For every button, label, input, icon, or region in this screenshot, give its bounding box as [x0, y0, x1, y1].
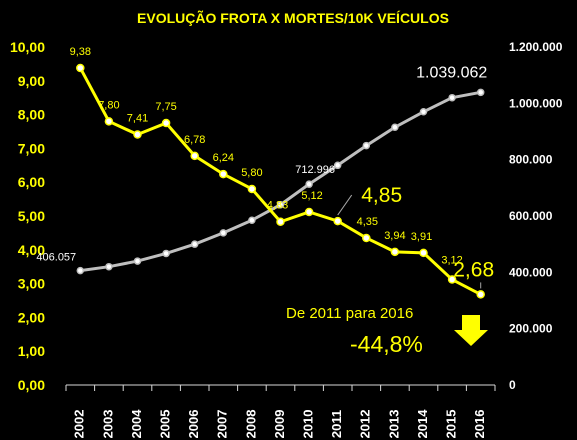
x-tick-label: 2010: [301, 410, 316, 439]
deaths-data-label: 7,80: [98, 99, 119, 111]
fleet-point: [105, 262, 113, 271]
axes: 2002 2003 2004 2005 2006 2007 2008 2009 2010 2011…: [10, 39, 563, 438]
fleet-point: [162, 249, 170, 258]
deaths-data-label: 6,78: [184, 134, 205, 146]
y-left-tick-label: 10,00: [10, 39, 45, 55]
x-tick-label: 2005: [158, 410, 173, 439]
fleet-point: [476, 88, 485, 97]
y-right-tick-label: 200.000: [509, 322, 553, 336]
fleet-point: [248, 216, 256, 224]
down-arrow-icon: [454, 315, 488, 346]
y-left-tick-label: 6,00: [18, 174, 45, 190]
fleet-point: [305, 180, 313, 188]
y-left-tick-label: 1,00: [18, 343, 45, 359]
fleet-data-label: 1.039.062: [416, 64, 487, 81]
fleet-point: [448, 93, 456, 102]
x-tick-label: 2006: [186, 410, 201, 439]
deaths-point: [76, 63, 85, 73]
deaths-data-label: 5,80: [241, 167, 262, 179]
x-tick-label: 2007: [215, 410, 230, 439]
x-tick-label: 2015: [444, 410, 459, 439]
deaths-point: [390, 247, 400, 257]
fleet-point: [276, 200, 285, 209]
y-left-tick-label: 7,00: [18, 140, 45, 156]
x-tick-label: 2016: [472, 410, 487, 439]
deaths-data-label: 3,91: [411, 231, 432, 243]
annotation-period: De 2011 para 2016: [286, 305, 413, 322]
x-tick-label: 2009: [272, 410, 287, 439]
y-left-tick-label: 9,00: [18, 73, 45, 89]
y-right-tick-label: 1.000.000: [509, 96, 563, 110]
x-tick-label: 2004: [129, 409, 144, 439]
data-labels: 9,38 7,80 7,41 7,75 6,78 6,24 5,80 4,83 5,12 4,85…: [36, 46, 494, 289]
leader-line: [337, 194, 353, 216]
fleet-point: [190, 240, 199, 248]
deaths-data-label: 7,75: [155, 101, 176, 113]
y-right-tick-label: 400.000: [509, 265, 553, 279]
deaths-data-label: 3,12: [441, 255, 462, 267]
y-left-tick-label: 2,00: [18, 309, 45, 325]
y-left-tick-label: 0,00: [18, 377, 45, 393]
deaths-data-label: 4,35: [357, 216, 378, 228]
x-tick-label: 2012: [358, 410, 373, 439]
fleet-point: [362, 141, 371, 150]
deaths-point: [133, 130, 142, 139]
fleet-point: [391, 123, 399, 132]
deaths-point: [247, 184, 257, 194]
deaths-data-label: 9,38: [70, 46, 91, 58]
x-tick-label: 2014: [415, 409, 430, 439]
deaths-data-label: 2,68: [453, 258, 494, 281]
deaths-point: [304, 207, 314, 217]
deaths-point: [190, 151, 199, 161]
deaths-point: [419, 248, 428, 258]
deaths-point: [104, 117, 114, 126]
fleet-point: [219, 229, 228, 237]
y-right-tick-label: 800.000: [509, 153, 553, 167]
fleet-point: [76, 266, 85, 275]
deaths-point: [161, 118, 171, 128]
y-left-tick-label: 8,00: [18, 107, 45, 123]
deaths-point: [476, 290, 485, 299]
deaths-point: [333, 216, 342, 226]
deaths-data-label: 4,85: [361, 184, 402, 207]
y-right-tick-label: 1.200.000: [509, 40, 563, 54]
y-right-tick-label: 0: [509, 378, 516, 392]
annotation-change: -44,8%: [350, 331, 423, 357]
y-left-tick-label: 4,00: [18, 242, 45, 258]
y-right-tick-label: 600.000: [509, 209, 553, 223]
series-deaths: [76, 63, 485, 299]
fleet-point: [333, 161, 342, 170]
y-left-tick-label: 3,00: [18, 276, 45, 292]
deaths-point: [447, 275, 457, 284]
fleet-data-label: 712.996: [295, 164, 335, 176]
fleet-data-label: 406.057: [36, 252, 76, 264]
x-tick-label: 2013: [386, 410, 401, 439]
deaths-data-label: 3,94: [384, 230, 405, 242]
x-tick-label: 2011: [329, 410, 344, 438]
deaths-point: [219, 169, 228, 179]
y-left-tick-label: 5,00: [18, 208, 45, 224]
fleet-point: [419, 108, 428, 116]
x-tick-label: 2003: [100, 410, 115, 439]
x-tick-label: 2008: [243, 410, 258, 439]
series-fleet: [76, 88, 485, 275]
deaths-data-label: 5,12: [301, 190, 322, 202]
chart-title: EVOLUÇÃO FROTA X MORTES/10K VEÍCULOS: [137, 9, 449, 26]
x-tick-label: 2002: [72, 410, 87, 439]
deaths-data-label: 6,24: [213, 152, 234, 164]
deaths-data-label: 4,83: [267, 200, 288, 212]
deaths-point: [362, 233, 371, 243]
deaths-point: [276, 217, 285, 226]
fleet-point: [133, 257, 142, 265]
deaths-data-label: 7,41: [127, 113, 148, 125]
